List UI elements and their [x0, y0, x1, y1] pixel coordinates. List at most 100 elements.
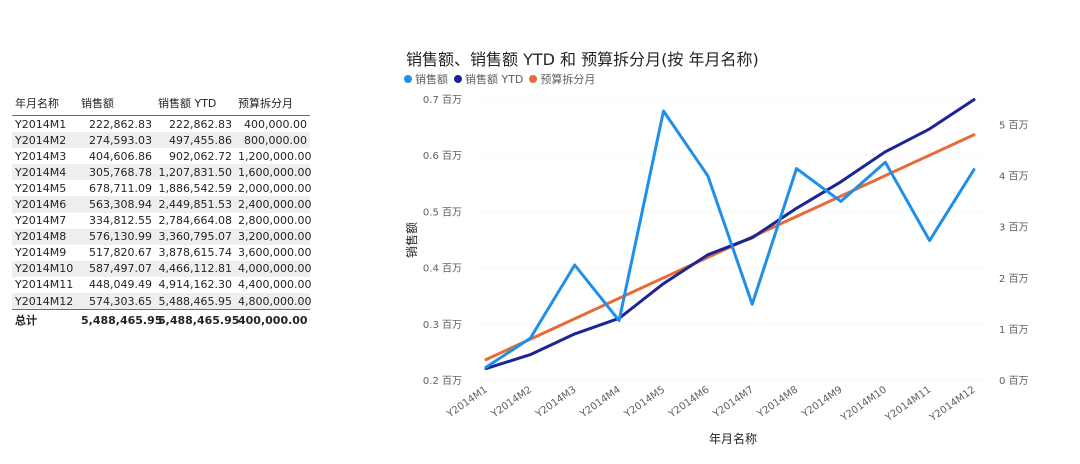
y-axis-title: 销售额 — [404, 222, 419, 258]
cell-sales-ytd: 497,455.86 — [155, 132, 235, 149]
cell-sales-ytd: 902,062.72 — [169, 149, 232, 163]
cell-budget: 1,200,000.00 — [238, 149, 312, 163]
legend-item-sales-ytd[interactable]: 销售额 YTD — [454, 71, 523, 87]
x-tick-label: Y2014M2 — [489, 384, 534, 420]
column-header-month[interactable]: 年月名称 — [12, 93, 78, 116]
cell-month: Y2014M4 — [12, 164, 78, 181]
table-row[interactable]: Y2014M11 448,049.49 4,914,162.30 4,400,000.… — [12, 277, 312, 293]
cell-budget: 800,000.00 — [235, 132, 310, 149]
series-line-sales-ytd — [484, 98, 976, 371]
cell-sales: 576,130.99 — [78, 228, 155, 245]
x-tick-label: Y2014M8 — [755, 384, 800, 420]
cell-sales: 404,606.86 — [89, 149, 152, 163]
y-right-tick-label: 5 百万 — [999, 120, 1029, 132]
cell-sales: 587,497.07 — [78, 260, 155, 277]
cell-month: Y2014M12 — [12, 293, 78, 310]
sales-table-grid: 年月名称 销售额 销售额 YTD 预算拆分月 Y2014M1 222,862.83… — [12, 93, 312, 329]
cell-month: Y2014M6 — [12, 196, 78, 213]
table-row[interactable]: Y2014M6 563,308.94 2,449,851.53 2,400,000.0… — [12, 196, 311, 213]
y-right-tick-label: 4 百万 — [999, 171, 1029, 183]
legend-label-sales: 销售额 — [415, 73, 448, 86]
table-row[interactable]: Y2014M9 517,820.67 3,878,615.74 3,600,000.0… — [12, 245, 312, 261]
cell-month: Y2014M5 — [15, 181, 67, 195]
cell-sales-ytd: 2,784,664.08 — [158, 214, 232, 228]
x-tick-label: Y2014M11 — [883, 384, 933, 424]
cell-sales-ytd: 1,886,542.59 — [158, 181, 232, 195]
cell-sales: 222,862.83 — [89, 117, 152, 131]
cell-month: Y2014M3 — [15, 149, 67, 163]
table-total-row: 总计 5,488,465.95 5,488,465.95 400,000.00 — [12, 309, 310, 329]
cell-budget: 400,000.00 — [244, 117, 307, 131]
y-left-tick-label: 0.7 百万 — [423, 94, 462, 106]
table-header-row: 年月名称 销售额 销售额 YTD 预算拆分月 — [12, 93, 310, 116]
cell-sales: 678,711.09 — [89, 181, 152, 195]
cell-budget: 4,400,000.00 — [238, 278, 312, 292]
cell-sales-ytd: 222,862.83 — [169, 117, 232, 131]
cell-month: Y2014M1 — [15, 117, 67, 131]
legend-dot-budget — [529, 75, 538, 83]
cell-sales: 448,049.49 — [89, 278, 152, 292]
cell-month: Y2014M9 — [15, 246, 67, 260]
sales-table: 年月名称 销售额 销售额 YTD 预算拆分月 Y2014M1 222,862.83… — [12, 93, 312, 329]
y-right-tick-label: 1 百万 — [999, 324, 1029, 336]
cell-month: Y2014M10 — [12, 260, 78, 277]
table-row[interactable]: Y2014M10 587,497.07 4,466,112.81 4,000,000.… — [12, 260, 311, 277]
y-left-tick-label: 0.3 百万 — [423, 319, 462, 331]
legend-label-budget: 预算拆分月 — [540, 73, 596, 86]
x-tick-label: Y2014M7 — [711, 384, 756, 420]
y-right-tick-label: 3 百万 — [999, 222, 1029, 234]
x-tick-label: Y2014M5 — [622, 384, 667, 420]
cell-sales-ytd: 3,360,795.07 — [155, 228, 235, 245]
y-left-tick-label: 0.6 百万 — [423, 150, 462, 162]
table-row[interactable]: Y2014M2 274,593.03 497,455.86 800,000.00 — [12, 132, 310, 149]
x-axis-title: 年月名称 — [709, 431, 757, 446]
chart-title: 销售额、销售额 YTD 和 预算拆分月(按 年月名称) — [406, 50, 759, 69]
cell-sales-ytd: 5,488,465.95 — [155, 293, 235, 310]
table-row[interactable]: Y2014M1 222,862.83 222,862.83 400,000.00 — [12, 116, 310, 133]
cell-budget: 3,200,000.00 — [235, 228, 311, 245]
cell-sales-ytd: 4,466,112.81 — [155, 260, 235, 277]
cell-month: Y2014M2 — [12, 132, 78, 149]
table-row[interactable]: Y2014M12 574,303.65 5,488,465.95 4,800,000.… — [12, 293, 311, 310]
total-label: 总计 — [12, 309, 78, 329]
cell-sales-ytd: 3,878,615.74 — [158, 246, 232, 260]
cell-month: Y2014M8 — [12, 228, 78, 245]
total-budget: 400,000.00 — [235, 309, 310, 329]
cell-budget: 1,600,000.00 — [235, 164, 311, 181]
x-tick-label: Y2014M9 — [799, 384, 844, 420]
column-header-budget[interactable]: 预算拆分月 — [235, 93, 310, 116]
cell-sales: 563,308.94 — [78, 196, 155, 213]
cell-budget: 4,800,000.00 — [235, 293, 311, 310]
column-header-sales[interactable]: 销售额 — [78, 93, 155, 116]
y-right-tick-label: 0 百万 — [999, 375, 1029, 387]
x-tick-label: Y2014M1 — [444, 384, 489, 420]
cell-sales: 274,593.03 — [78, 132, 155, 149]
table-row[interactable]: Y2014M4 305,768.78 1,207,831.50 1,600,000.0… — [12, 164, 311, 181]
cell-budget: 3,600,000.00 — [238, 246, 312, 260]
legend-dot-sales — [404, 75, 412, 83]
cell-budget: 2,400,000.00 — [235, 196, 311, 213]
cell-sales: 574,303.65 — [78, 293, 155, 310]
table-row[interactable]: Y2014M8 576,130.99 3,360,795.07 3,200,000.0… — [12, 228, 311, 245]
series-line-sales — [484, 109, 976, 369]
cell-month: Y2014M7 — [15, 214, 67, 228]
table-row[interactable]: Y2014M3 404,606.86 902,062.72 1,200,000.00 — [12, 148, 312, 164]
column-header-sales-ytd[interactable]: 销售额 YTD — [155, 93, 235, 116]
cell-sales: 305,768.78 — [78, 164, 155, 181]
table-row[interactable]: Y2014M7 334,812.55 2,784,664.08 2,800,000.0… — [12, 213, 311, 229]
cell-sales: 517,820.67 — [89, 246, 152, 260]
legend-label-sales-ytd: 销售额 YTD — [465, 73, 524, 86]
x-tick-label: Y2014M10 — [839, 384, 889, 424]
y-right-tick-label: 2 百万 — [999, 273, 1029, 285]
x-tick-label: Y2014M3 — [533, 384, 578, 420]
chart-legend: 销售额 销售额 YTD 预算拆分月 — [404, 71, 597, 87]
x-tick-label: Y2014M12 — [927, 384, 977, 424]
total-sales-ytd: 5,488,465.95 — [155, 309, 239, 329]
cell-budget: 2,000,000.00 — [238, 181, 312, 195]
legend-item-budget[interactable]: 预算拆分月 — [529, 71, 595, 87]
cell-sales: 334,812.55 — [89, 214, 152, 228]
table-row[interactable]: Y2014M5 678,711.09 1,886,542.59 2,000,000.0… — [12, 180, 312, 196]
y-left-tick-label: 0.5 百万 — [423, 206, 462, 218]
legend-item-sales[interactable]: 销售额 — [404, 71, 448, 87]
total-sales: 5,488,465.95 — [78, 309, 162, 329]
